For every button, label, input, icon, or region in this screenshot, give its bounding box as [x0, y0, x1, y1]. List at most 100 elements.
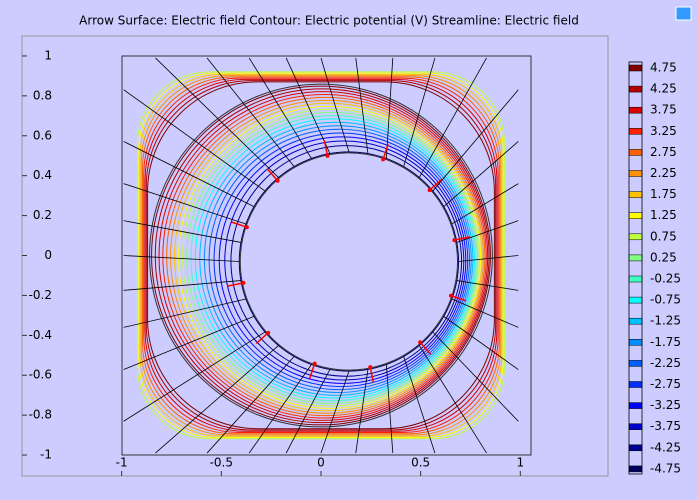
streamline — [123, 220, 241, 243]
legend-swatch — [628, 465, 643, 473]
field-arrow-head — [312, 361, 317, 366]
field-arrow — [429, 179, 442, 191]
streamline — [123, 315, 255, 370]
boundary-circle — [239, 152, 459, 371]
streamline — [458, 255, 519, 262]
field-arrow — [308, 363, 316, 380]
legend-label: -1.25 — [650, 314, 681, 328]
y-tick-label: 0 — [44, 248, 52, 262]
field-arrow-head — [418, 340, 423, 345]
contour-line — [154, 88, 490, 424]
field-arrow-head — [241, 280, 246, 285]
chart-title: Arrow Surface: Electric field Contour: E… — [79, 14, 579, 28]
field-arrow — [266, 168, 279, 182]
field-arrow — [369, 366, 375, 383]
streamline — [285, 369, 331, 454]
y-tick-label: 1 — [44, 48, 52, 62]
legend-label: 1.25 — [650, 208, 677, 222]
legend-swatch — [628, 381, 643, 388]
contour-line — [137, 71, 505, 440]
contour-line — [182, 108, 480, 407]
contour-line — [186, 111, 479, 404]
legend-swatch — [628, 191, 643, 198]
y-tick-label: -0.2 — [29, 288, 52, 302]
contour-line — [144, 78, 498, 432]
field-arrow-head — [325, 153, 330, 158]
domain-square — [121, 55, 532, 456]
streamline — [355, 369, 369, 454]
streamline — [403, 57, 436, 167]
logo — [675, 6, 692, 21]
streamline — [123, 255, 240, 262]
field-arrow — [419, 341, 432, 355]
field-arrow-head — [266, 330, 271, 335]
field-arrow — [323, 140, 329, 157]
legend-swatch — [628, 170, 643, 177]
legend-label: -2.75 — [650, 377, 681, 391]
legend-swatch — [628, 149, 643, 156]
streamline — [123, 183, 246, 225]
legend-swatch — [628, 212, 643, 219]
y-tick-label: 0.6 — [33, 128, 52, 142]
legend-swatch — [628, 444, 643, 452]
y-tick-label: -0.4 — [29, 328, 52, 342]
legend-swatch — [628, 423, 643, 430]
contour-line — [151, 85, 491, 426]
field-arrow — [450, 295, 467, 302]
contour-line — [140, 75, 502, 436]
field-arrow — [227, 282, 244, 287]
legend-label: -1.75 — [650, 335, 681, 349]
contour-line — [142, 76, 500, 435]
streamline — [451, 183, 519, 225]
streamline — [123, 280, 241, 291]
legend-label: 4.75 — [650, 61, 677, 75]
streamline — [320, 371, 350, 454]
streamline — [155, 345, 279, 454]
legend-swatch — [628, 128, 643, 135]
y-tick-label: -1 — [40, 448, 52, 462]
streamline — [123, 331, 266, 422]
streamline — [320, 57, 350, 152]
x-tick-label: 0.5 — [411, 456, 430, 470]
field-arrow-head — [448, 293, 453, 298]
contour-line — [170, 99, 484, 414]
contour-line — [194, 118, 475, 399]
x-tick-label: -1 — [116, 456, 128, 470]
legend-label: 3.75 — [650, 103, 677, 117]
streamline — [451, 298, 519, 328]
legend-swatch — [628, 402, 643, 409]
field-arrow-head — [275, 178, 280, 183]
field-arrow — [382, 143, 389, 160]
field-arrow-head — [452, 238, 457, 243]
streamline — [355, 57, 369, 154]
x-tick-label: 1 — [516, 456, 524, 470]
streamline — [419, 57, 487, 178]
legend-label: 1.75 — [650, 187, 677, 201]
legend-swatch — [628, 339, 643, 346]
legend-label: 2.25 — [650, 166, 677, 180]
plot-area — [123, 57, 519, 454]
y-tick-label: -0.6 — [29, 368, 52, 382]
contour-line — [147, 81, 495, 430]
streamline — [123, 89, 266, 192]
field-arrow — [454, 236, 471, 241]
streamline — [385, 57, 394, 159]
streamline — [403, 356, 436, 454]
contour-line — [213, 132, 469, 388]
field-arrow-head — [368, 365, 373, 370]
legend-label: 2.75 — [650, 145, 677, 159]
field-arrow-head — [244, 225, 249, 230]
contour-line — [138, 72, 504, 439]
streamline — [432, 89, 519, 192]
contour-line — [203, 125, 472, 394]
contour-line — [158, 91, 489, 421]
streamline — [123, 141, 255, 207]
x-tick-label: 0 — [317, 456, 325, 470]
legend-label: 3.25 — [650, 124, 677, 138]
streamline — [443, 141, 519, 207]
legend-bar — [628, 61, 643, 475]
legend-swatch — [628, 317, 643, 325]
legend-label: -3.25 — [650, 398, 681, 412]
legend-label: -4.25 — [650, 440, 681, 454]
legend-swatch — [628, 64, 643, 72]
